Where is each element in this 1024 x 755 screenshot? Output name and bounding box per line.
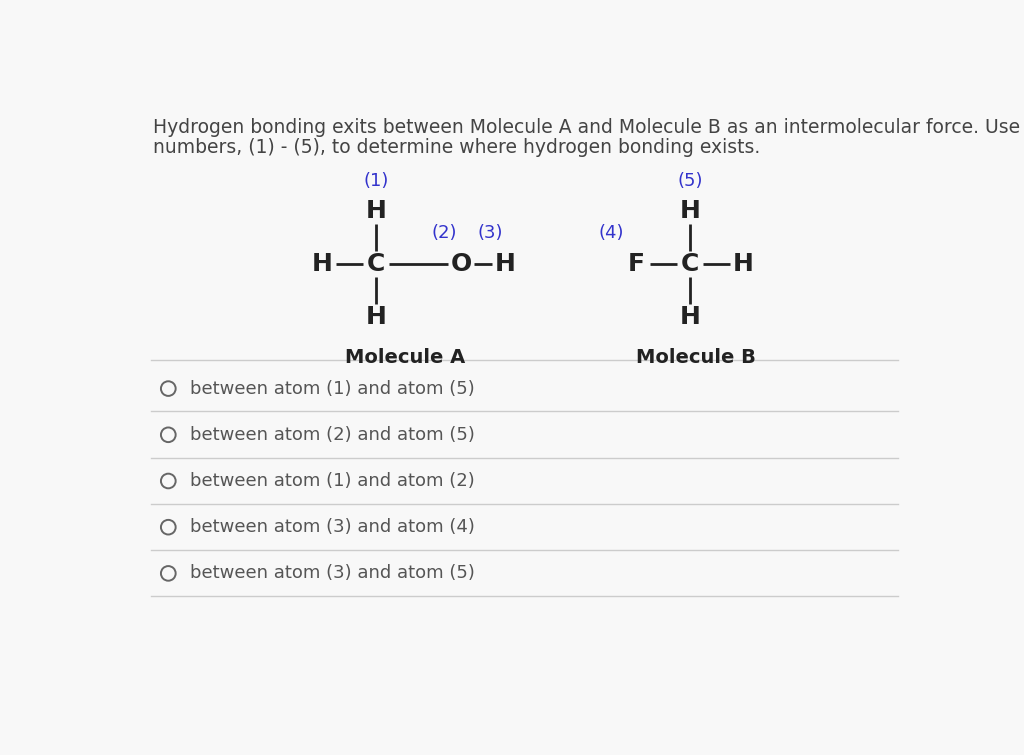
Text: (1): (1) xyxy=(364,172,389,190)
Text: between atom (3) and atom (4): between atom (3) and atom (4) xyxy=(190,518,475,536)
Text: (4): (4) xyxy=(598,224,624,242)
Text: (5): (5) xyxy=(677,172,702,190)
Text: numbers, (1) - (5), to determine where hydrogen bonding exists.: numbers, (1) - (5), to determine where h… xyxy=(153,138,760,157)
Text: Molecule B: Molecule B xyxy=(636,348,756,367)
Text: O: O xyxy=(451,252,472,276)
Text: H: H xyxy=(312,252,333,276)
Text: Molecule A: Molecule A xyxy=(345,348,466,367)
Text: C: C xyxy=(367,252,385,276)
Text: H: H xyxy=(680,199,700,223)
Text: between atom (1) and atom (5): between atom (1) and atom (5) xyxy=(190,380,475,398)
Text: C: C xyxy=(681,252,699,276)
Text: H: H xyxy=(366,199,386,223)
Text: F: F xyxy=(628,252,645,276)
Text: H: H xyxy=(733,252,754,276)
Text: H: H xyxy=(680,305,700,329)
Text: (3): (3) xyxy=(477,224,503,242)
Text: (2): (2) xyxy=(431,224,457,242)
Text: H: H xyxy=(495,252,516,276)
Text: H: H xyxy=(366,305,386,329)
Text: between atom (3) and atom (5): between atom (3) and atom (5) xyxy=(190,565,475,582)
Text: between atom (1) and atom (2): between atom (1) and atom (2) xyxy=(190,472,475,490)
Text: Hydrogen bonding exits between Molecule A and Molecule B as an intermolecular fo: Hydrogen bonding exits between Molecule … xyxy=(153,118,1024,137)
Text: between atom (2) and atom (5): between atom (2) and atom (5) xyxy=(190,426,475,444)
